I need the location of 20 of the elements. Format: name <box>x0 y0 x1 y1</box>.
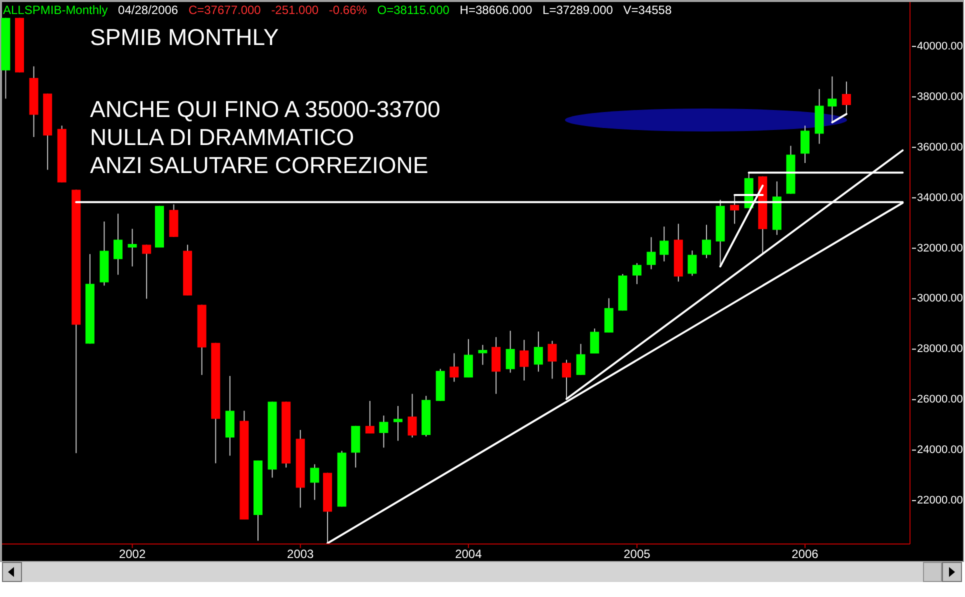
y-tick-label: 26000.00 <box>917 394 963 406</box>
y-tick-label: 24000.00 <box>917 444 963 456</box>
x-tick-label: 2003 <box>287 547 314 561</box>
x-tick-label: 2005 <box>624 547 651 561</box>
y-tick-label: 40000.00 <box>917 40 963 52</box>
x-tick-label: 2002 <box>118 547 146 561</box>
annotation: NULLA DI DRAMMATICO <box>90 124 354 150</box>
y-tick-label: 30000.00 <box>917 292 963 305</box>
y-tick-label: 38000.00 <box>917 90 963 103</box>
y-tick-label: 34000.00 <box>917 192 963 204</box>
y-tick-label: 28000.00 <box>917 343 963 356</box>
annotation: ANCHE QUI FINO A 35000-33700 <box>90 96 440 122</box>
annotation: ANZI SALUTARE CORREZIONE <box>90 152 428 178</box>
text: ALLSPMIB-Monthly 04/28/2006 C=37677.000 -251.000 -0.66% O=38115.000 H=38606.000 L=37289.000 V=34558 <box>3 3 672 17</box>
x-tick-label: 2004 <box>455 547 482 561</box>
y-tick-label: 36000.00 <box>917 141 963 154</box>
y-tick-label: 32000.00 <box>917 242 963 254</box>
text: SPMIB MONTHLY <box>90 24 279 50</box>
y-tick-label: 22000.00 <box>917 494 963 507</box>
x-tick-label: 2006 <box>792 547 819 561</box>
